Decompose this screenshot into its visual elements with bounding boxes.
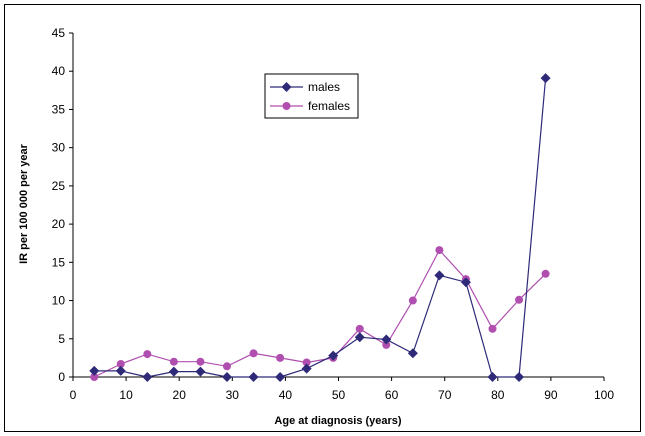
data-point-males — [381, 334, 392, 345]
data-point-females — [515, 295, 524, 304]
data-point-males — [195, 366, 206, 377]
data-point-females — [541, 269, 550, 278]
y-tick-label: 40 — [52, 64, 66, 78]
x-tick-label: 100 — [594, 388, 614, 402]
series-line-males — [94, 78, 547, 378]
y-tick-label: 35 — [52, 102, 66, 116]
x-tick-label: 60 — [385, 388, 399, 402]
data-point-females — [355, 324, 364, 333]
series-layer — [89, 73, 551, 382]
x-tick-label: 0 — [70, 388, 77, 402]
legend-label-males: males — [308, 80, 340, 94]
data-point-males — [514, 372, 525, 382]
data-point-males — [89, 365, 100, 376]
x-tick-label: 30 — [226, 388, 240, 402]
y-tick-label: 5 — [58, 332, 65, 346]
data-point-males — [301, 363, 312, 374]
legend-marker-females — [282, 102, 291, 110]
data-point-males — [434, 270, 445, 281]
x-tick-label: 20 — [173, 388, 187, 402]
data-point-females — [249, 349, 258, 358]
data-point-males — [460, 277, 471, 288]
y-axis-ticks: 0 5 10 15 20 25 30 35 40 45 — [52, 26, 73, 384]
y-tick-label: 20 — [52, 217, 66, 231]
data-point-males — [540, 73, 551, 84]
data-point-males — [407, 348, 418, 359]
data-point-females — [382, 340, 391, 349]
data-point-females — [222, 362, 231, 371]
data-point-females — [169, 357, 178, 366]
data-point-males — [221, 372, 232, 382]
x-tick-label: 70 — [438, 388, 452, 402]
y-tick-label: 15 — [52, 255, 66, 269]
data-point-females — [435, 246, 444, 255]
x-tick-label: 80 — [491, 388, 505, 402]
data-point-females — [408, 296, 417, 305]
data-point-males — [248, 372, 259, 382]
data-point-females — [116, 360, 125, 369]
y-tick-label: 30 — [52, 141, 66, 155]
y-tick-label: 0 — [58, 370, 65, 384]
data-point-females — [276, 353, 285, 362]
x-tick-label: 10 — [119, 388, 133, 402]
x-tick-label: 90 — [544, 388, 558, 402]
y-tick-label: 45 — [52, 26, 66, 40]
legend-label-females: females — [308, 99, 350, 113]
data-point-females — [302, 358, 311, 367]
data-point-males — [142, 372, 153, 382]
data-point-females — [196, 357, 205, 366]
chart-border — [4, 4, 641, 432]
x-tick-label: 40 — [279, 388, 293, 402]
data-point-males — [168, 366, 179, 377]
x-axis-ticks: 0 10 20 30 40 50 60 70 80 90 100 — [70, 377, 614, 402]
x-tick-label: 50 — [332, 388, 346, 402]
data-point-males — [115, 365, 126, 376]
y-axis-title: IR per 100 000 per year — [18, 143, 30, 264]
data-point-males — [487, 372, 498, 382]
data-point-females — [143, 350, 152, 359]
data-point-females — [488, 324, 497, 333]
legend-box — [264, 73, 359, 119]
x-axis-title: Age at diagnosis (years) — [274, 415, 401, 427]
legend: males females — [264, 73, 359, 119]
y-tick-label: 25 — [52, 179, 66, 193]
y-tick-label: 10 — [52, 294, 66, 308]
data-point-females — [90, 373, 99, 381]
data-point-males — [354, 332, 365, 343]
data-point-males — [275, 372, 286, 382]
series-line-females — [93, 249, 547, 378]
data-point-males — [328, 350, 339, 361]
legend-marker-males — [281, 82, 292, 92]
